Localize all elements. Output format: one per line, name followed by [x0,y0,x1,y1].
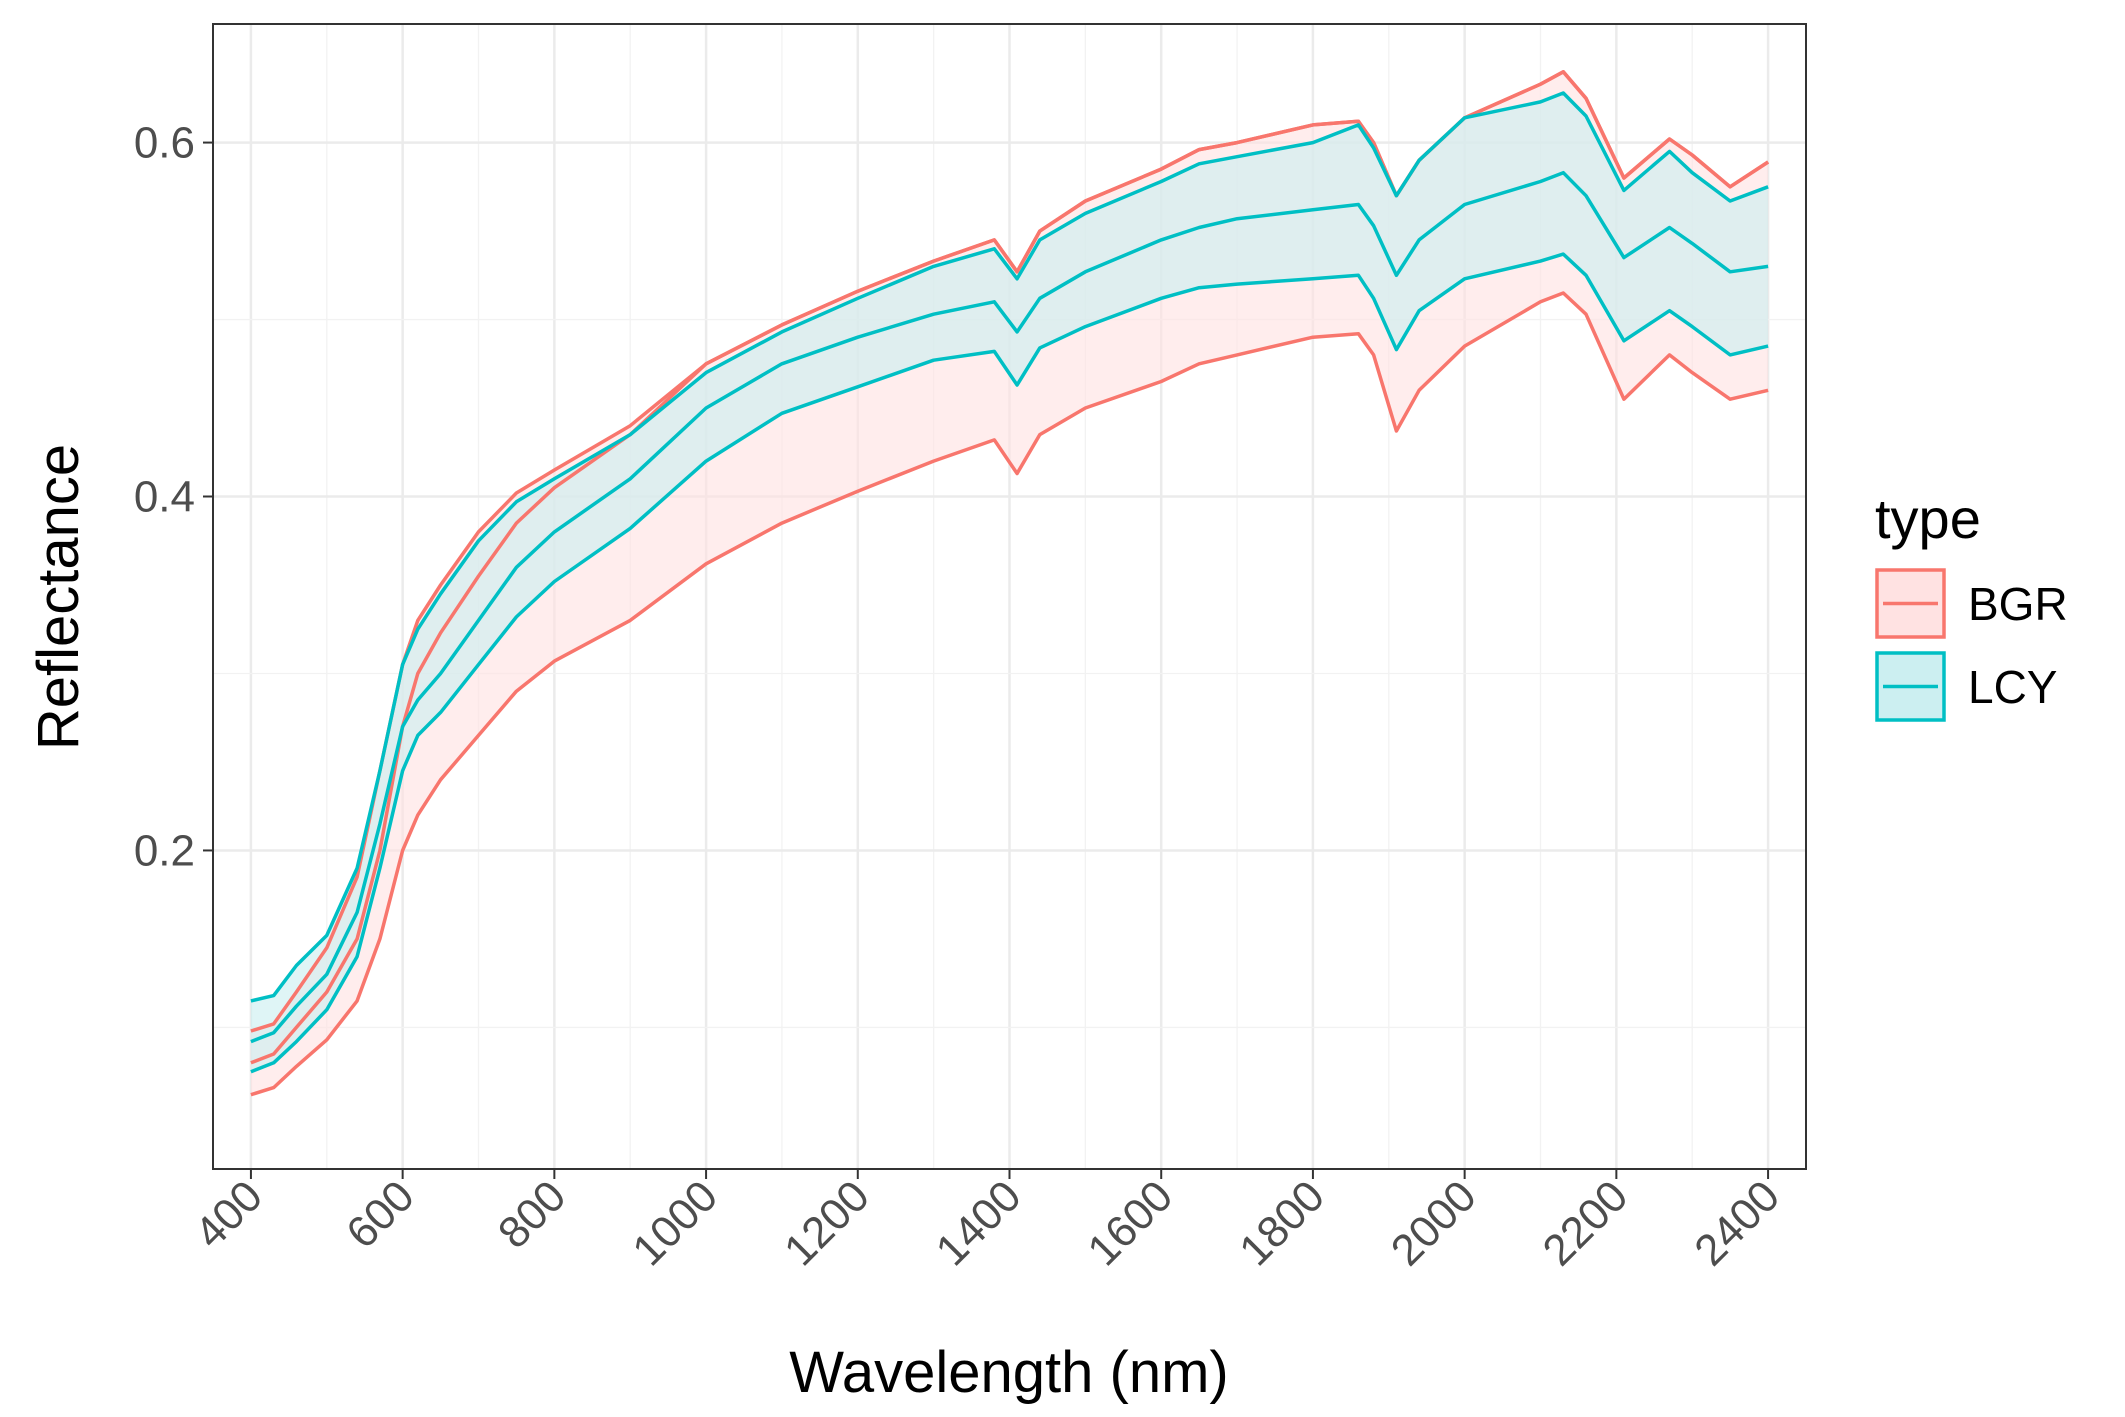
line-lcy-mean [250,170,1769,1044]
legend-label-lcy: LCY [1968,661,2057,713]
x-tick-label: 600 [337,1171,424,1258]
legend-entries: BGR LCY [1875,568,2068,722]
x-tick-label: 2200 [1534,1171,1638,1275]
y-tick-label: 0.4 [134,473,195,522]
y-axis-tick-labels: 0.2 0.4 0.6 [134,119,195,876]
ribbons [250,71,1769,1095]
x-tick-label: 1000 [623,1171,727,1275]
x-tick-label: 400 [185,1171,272,1258]
x-tick-label: 1200 [775,1171,879,1275]
x-tick-label: 800 [489,1171,576,1258]
legend-title: type [1875,487,1981,550]
legend-label-bgr: BGR [1968,578,2068,630]
legend-item-lcy: LCY [1875,651,2057,722]
line-lcy-upper [250,91,1769,1003]
x-tick-label: 2400 [1685,1171,1789,1275]
y-axis-title: Reflectance [26,444,91,750]
x-tick-label: 2000 [1382,1171,1486,1275]
legend-item-bgr: BGR [1875,568,2068,639]
x-tick-label: 1800 [1230,1171,1334,1275]
ribbon-lcy [250,93,1769,1072]
x-axis-tick-labels: 400 600 800 1000 1200 1400 1600 1800 2000 2200 240… [185,1171,1789,1275]
x-axis-title: Wavelength (nm) [789,1340,1228,1405]
series-lines [250,70,1770,1097]
line-bgr-lower [250,291,1769,1097]
legend: type BGR LCY [1875,487,2068,722]
axis-ticks [203,141,1770,1179]
y-tick-label: 0.6 [134,119,195,168]
line-lcy-lower [250,252,1769,1074]
y-tick-label: 0.2 [134,826,195,875]
x-tick-label: 1400 [927,1171,1031,1275]
line-bgr-mean [250,70,1770,1065]
grid-lines [213,24,1806,1169]
x-tick-label: 1600 [1078,1171,1182,1275]
